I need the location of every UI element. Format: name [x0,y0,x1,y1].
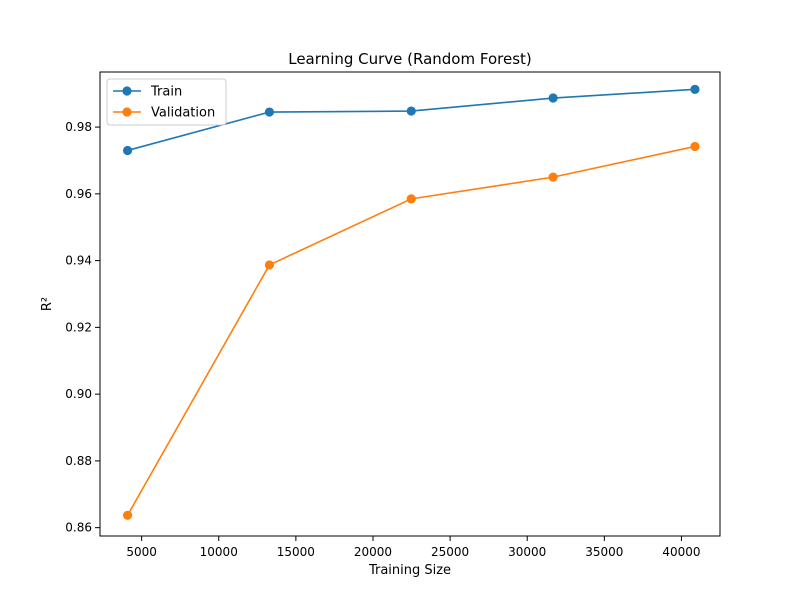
train-data-point [548,93,558,103]
x-tick-label: 5000 [126,545,157,559]
x-tick-label: 10000 [200,545,238,559]
y-tick-label: 0.96 [65,187,92,201]
validation-data-point [548,172,558,182]
x-tick-label: 15000 [277,545,315,559]
y-tick-label: 0.92 [65,320,92,334]
train-data-point [406,106,416,116]
x-tick-label: 25000 [431,545,469,559]
x-tick-label: 30000 [508,545,546,559]
x-tick-label: 35000 [585,545,623,559]
y-tick-label: 0.88 [65,454,92,468]
plot-frame [99,71,721,537]
train-data-point [264,107,275,117]
validation-legend-label: Validation [151,106,215,121]
train-legend-label: Train [150,85,182,100]
validation-data-point [406,194,416,204]
legend: Train Validation [106,78,227,126]
validation-data-point [690,141,700,152]
x-tick-label: 40000 [662,545,700,559]
y-tick-label: 0.94 [65,254,92,268]
y-tick-label: 0.90 [65,387,92,401]
y-axis-label: R² [40,297,55,311]
train-data-point [690,84,700,94]
x-axis-label: Training Size [368,563,451,578]
y-tick-label: 0.86 [65,521,92,535]
train-legend-marker [122,86,132,96]
y-tick-label: 0.98 [65,120,92,134]
validation-data-point [122,510,133,520]
train-data-point [122,145,133,156]
y-axis: 0.86 0.88 0.90 0.92 0.94 0.96 0.98 [65,120,100,535]
series-layer [122,84,700,520]
validation-legend-marker [122,107,132,117]
x-axis: 5000 10000 15000 20000 25000 30000 35000 40000 [126,536,701,559]
x-tick-label: 20000 [354,545,392,559]
validation-data-point [264,260,275,270]
chart-title: Learning Curve (Random Forest) [288,50,532,68]
